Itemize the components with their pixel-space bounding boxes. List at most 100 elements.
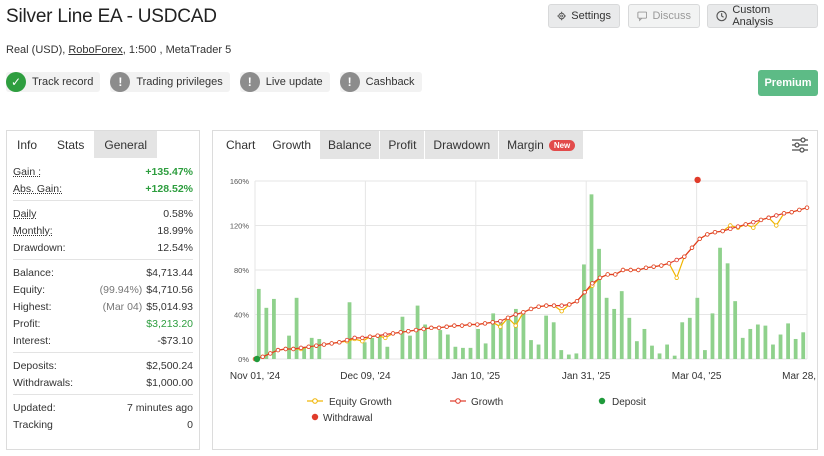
stats-tabs: Info Stats General (7, 131, 199, 158)
stat-label[interactable]: Abs. Gain: (13, 182, 63, 195)
stat-value: 0 (187, 418, 193, 431)
stat-label[interactable]: Gain : (13, 165, 42, 178)
x-tick-label: Dec 09, '24 (340, 371, 391, 382)
growth-point (490, 320, 495, 325)
bar (801, 332, 806, 359)
stat-prefix: (99.94%) (99, 283, 143, 296)
bar (778, 334, 783, 359)
bar (695, 297, 700, 359)
stat-label: Equity: (13, 283, 46, 296)
broker-link[interactable]: RoboForex (68, 44, 123, 56)
stat-value: 7 minutes ago (127, 401, 193, 414)
badge-trading-privileges[interactable]: ! Trading privileges (110, 72, 230, 92)
growth-point (452, 323, 457, 328)
growth-point (620, 267, 626, 273)
y-tick-label: 40% (234, 311, 249, 320)
growth-point (597, 275, 603, 280)
growth-point (467, 322, 472, 327)
tab-profit[interactable]: Profit (380, 131, 425, 159)
premium-button[interactable]: Premium (758, 70, 818, 96)
discuss-button[interactable]: Discuss (628, 4, 700, 28)
custom-analysis-button[interactable]: Custom Analysis (707, 4, 818, 28)
growth-point (743, 222, 748, 227)
check-icon: ✓ (6, 72, 26, 92)
stat-label: Updated: (13, 401, 56, 414)
tab-drawdown[interactable]: Drawdown (425, 131, 499, 159)
growth-point (674, 257, 679, 263)
bar (521, 312, 526, 359)
stat-label: Highest: (13, 300, 52, 313)
growth-point (574, 298, 580, 304)
account-type: Real (USD), (6, 44, 66, 56)
x-tick-label: Mar 04, '25 (672, 371, 722, 382)
stat-tracking: Tracking 0 (13, 416, 193, 433)
legend-deposit[interactable]: Deposit (598, 397, 646, 408)
tab-stats[interactable]: Stats (47, 131, 95, 158)
bar (634, 341, 639, 359)
settings-button[interactable]: Settings (548, 4, 620, 28)
bar (763, 325, 768, 359)
badge-live-update[interactable]: ! Live update (239, 72, 330, 92)
y-tick-label: 120% (230, 222, 250, 231)
growth-point (283, 346, 288, 352)
badge-cashback[interactable]: ! Cashback (339, 72, 422, 92)
stat-abs-gain: Abs. Gain: +128.52% (13, 180, 193, 197)
x-tick-label: Jan 31, '25 (562, 371, 611, 382)
bar (725, 263, 730, 359)
stat-value: $2,500.24 (146, 359, 193, 372)
tab-balance[interactable]: Balance (320, 131, 380, 159)
bar (294, 297, 299, 359)
new-badge: New (548, 139, 576, 151)
growth-point (728, 226, 733, 232)
tab-chart[interactable]: Chart (218, 131, 264, 159)
bar (740, 337, 745, 359)
bar (468, 347, 473, 359)
stat-withdrawals: Withdrawals: $1,000.00 (13, 374, 193, 391)
growth-point (344, 337, 350, 343)
tab-info[interactable]: Info (7, 131, 48, 158)
growth-point (551, 303, 557, 308)
status-badges: ✓ Track record ! Trading privileges ! Li… (6, 72, 422, 94)
growth-point (268, 351, 273, 356)
page-title: Silver Line EA - USDCAD (6, 6, 217, 27)
growth-chart: 0% 40% 80% 120% 160% Nov 01, '24 Dec 09, '24 J… (230, 176, 817, 424)
growth-point (475, 322, 480, 327)
stat-profit: Profit: $3,213.20 (13, 315, 193, 332)
growth-point (636, 267, 641, 273)
legend-equity-growth[interactable]: Equity Growth (307, 397, 392, 408)
tab-growth[interactable]: Growth (264, 131, 320, 159)
growth-point (536, 304, 541, 309)
growth-point (804, 205, 810, 210)
sliders-icon[interactable] (791, 136, 809, 154)
stat-value: $4,710.56 (146, 283, 193, 296)
stat-label: Tracking (13, 418, 53, 431)
bar (536, 344, 541, 359)
stat-value: 12.54% (157, 241, 193, 254)
y-tick-label: 160% (230, 177, 250, 186)
badge-track-record[interactable]: ✓ Track record (6, 72, 101, 92)
x-axis-ticks: Nov 01, '24 Dec 09, '24 Jan 10, '25 Jan 31,… (230, 371, 817, 382)
stat-deposits: Deposits: $2,500.24 (13, 357, 193, 374)
account-details: Real (USD), RoboForex, 1:500 , MetaTrade… (6, 44, 231, 56)
legend-growth[interactable]: Growth (450, 397, 503, 408)
clock-icon (716, 10, 727, 22)
legend-withdrawal[interactable]: Withdrawal (311, 413, 373, 424)
y-tick-label: 80% (234, 266, 249, 275)
growth-point (559, 303, 564, 308)
bar (385, 346, 390, 359)
tab-general[interactable]: General (94, 131, 158, 158)
legend-label: Equity Growth (329, 397, 392, 408)
stat-drawdown: Drawdown: 12.54% (13, 239, 193, 256)
tab-margin[interactable]: Margin New (499, 131, 584, 159)
bar (483, 343, 488, 359)
bar (589, 194, 594, 359)
bar (786, 323, 790, 359)
bar (793, 338, 798, 359)
stat-value: $3,213.20 (146, 317, 193, 330)
stat-label: Interest: (13, 334, 51, 347)
stat-label[interactable]: Daily (13, 207, 37, 220)
growth-point (774, 213, 779, 218)
bar (287, 335, 291, 359)
bar (559, 350, 564, 359)
stat-label[interactable]: Monthly: (13, 224, 53, 237)
